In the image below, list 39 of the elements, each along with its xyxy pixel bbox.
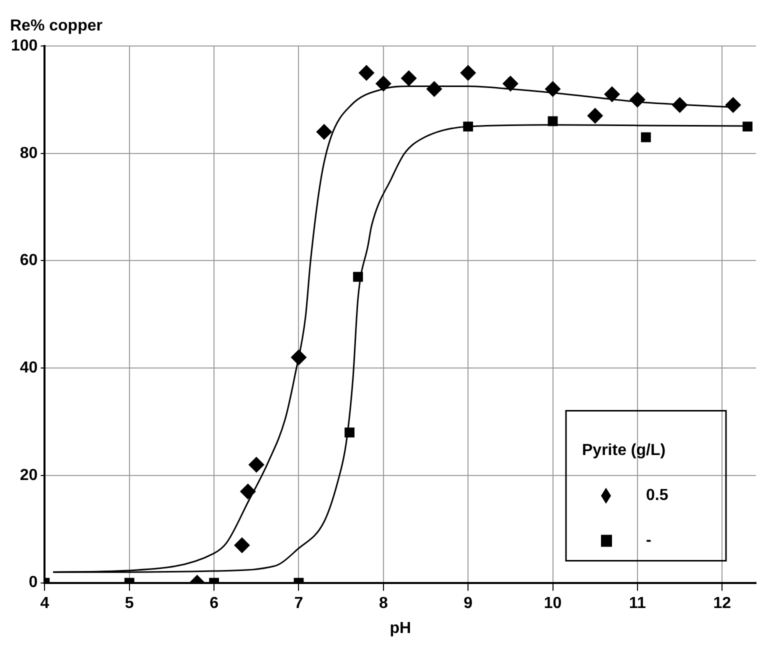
point — [353, 272, 363, 282]
point — [629, 92, 646, 108]
point — [742, 122, 752, 132]
y-tick-label: 40 — [20, 359, 38, 376]
y-tick-label: 100 — [10, 37, 38, 54]
point — [463, 122, 474, 132]
y-tick-label: 60 — [20, 252, 38, 270]
y-axis-title: Re% copper — [10, 17, 102, 34]
point — [502, 76, 518, 92]
y-tick-label: 20 — [20, 466, 38, 484]
y-tick-label: 0 — [28, 574, 38, 592]
point — [725, 97, 742, 114]
point — [375, 76, 392, 92]
point — [290, 349, 307, 366]
point — [544, 80, 561, 97]
point — [587, 108, 604, 124]
point — [604, 86, 620, 102]
x-tick-label: 7 — [294, 594, 304, 612]
point — [316, 124, 332, 140]
point — [640, 132, 651, 142]
x-tick-label: 8 — [378, 594, 388, 612]
point — [460, 64, 476, 81]
x-tick-label: 11 — [628, 594, 646, 612]
point — [400, 70, 417, 86]
legend-title: Pyrite (g/L) — [582, 442, 666, 460]
x-axis-title: pH — [390, 620, 412, 638]
x-tick-label: 12 — [713, 594, 732, 612]
point — [426, 80, 442, 97]
legend-label: - — [646, 532, 652, 550]
x-tick-label: 10 — [544, 594, 562, 612]
point — [358, 64, 374, 81]
x-tick-label: 9 — [464, 594, 473, 612]
legend-label: 0.5 — [646, 487, 668, 504]
y-tick-label: 80 — [20, 144, 38, 162]
x-tick-label: 5 — [124, 594, 134, 612]
x-tick-label: 6 — [210, 594, 219, 612]
x-tick-label: 4 — [40, 594, 50, 612]
point — [548, 116, 558, 126]
point — [672, 97, 688, 114]
